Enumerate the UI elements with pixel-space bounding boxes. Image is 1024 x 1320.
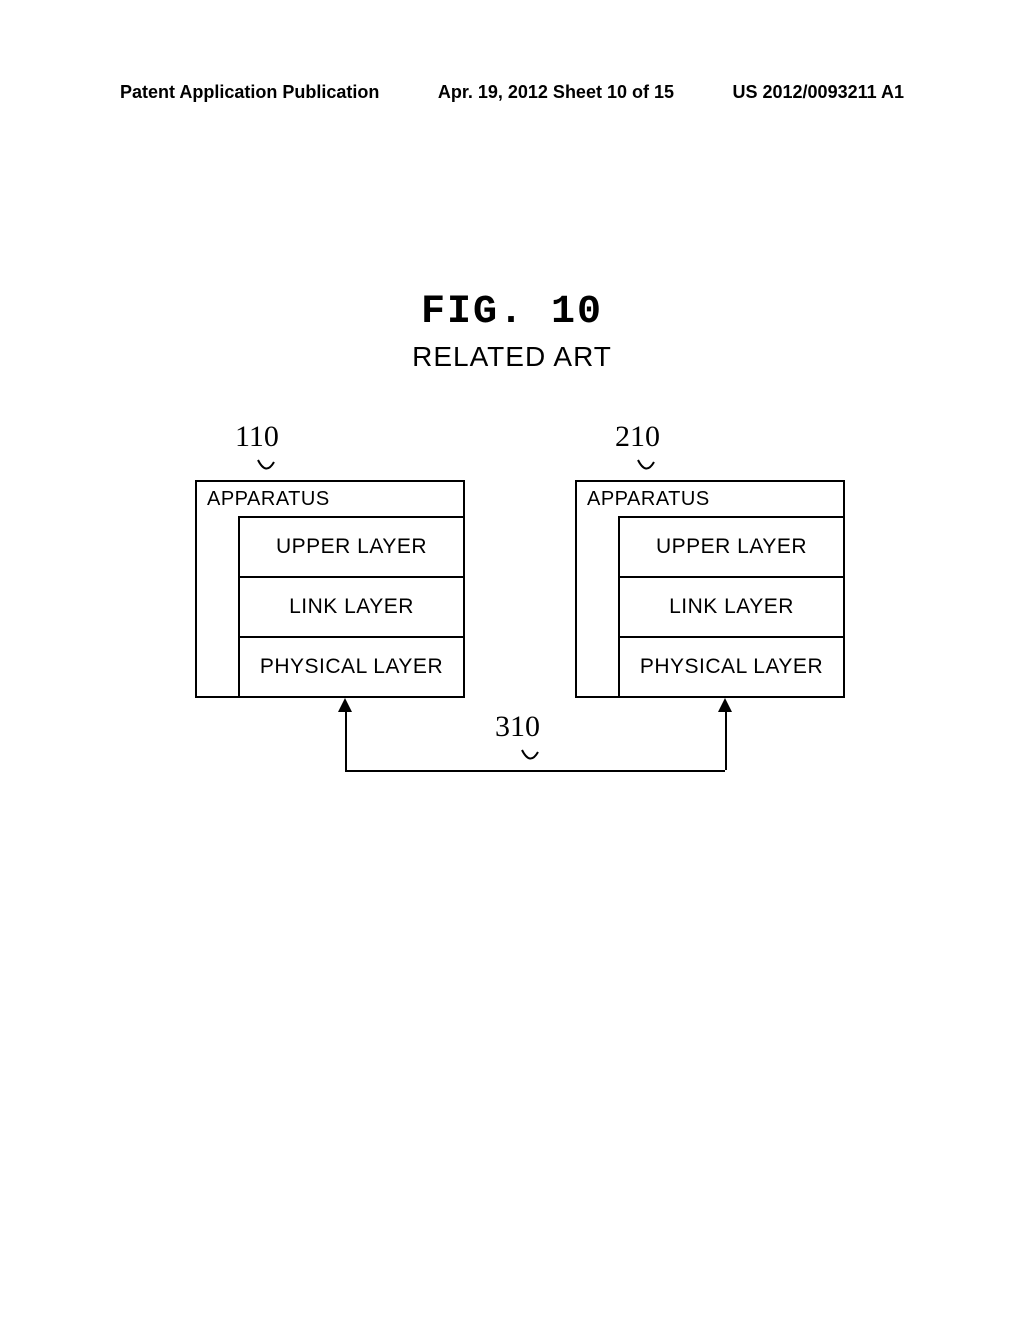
apparatus-210-upper-layer: UPPER LAYER bbox=[618, 516, 843, 576]
connector-v-right bbox=[725, 712, 727, 770]
header-publication-label: Patent Application Publication bbox=[120, 82, 379, 103]
arrow-head-right bbox=[718, 698, 732, 712]
apparatus-110-link-layer: LINK LAYER bbox=[238, 576, 463, 636]
reference-110: 110 bbox=[235, 420, 279, 454]
header-patent-number: US 2012/0093211 A1 bbox=[733, 82, 904, 103]
figure-number: FIG. 10 bbox=[0, 290, 1024, 335]
figure-subtitle: RELATED ART bbox=[0, 341, 1024, 373]
reference-hook-310 bbox=[520, 748, 540, 768]
apparatus-110-physical-layer: PHYSICAL LAYER bbox=[238, 636, 463, 696]
apparatus-110: APPARATUS UPPER LAYER LINK LAYER PHYSICA… bbox=[195, 480, 465, 698]
apparatus-210-layers: UPPER LAYER LINK LAYER PHYSICAL LAYER bbox=[618, 516, 843, 696]
arrow-head-left bbox=[338, 698, 352, 712]
figure-title-block: FIG. 10 RELATED ART bbox=[0, 290, 1024, 373]
apparatus-210-physical-layer: PHYSICAL LAYER bbox=[618, 636, 843, 696]
reference-310: 310 bbox=[495, 710, 540, 744]
diagram-container: 110 210 APPARATUS UPPER LAYER LINK LAYER… bbox=[150, 420, 874, 840]
connector-v-left bbox=[345, 712, 347, 770]
apparatus-110-layers: UPPER LAYER LINK LAYER PHYSICAL LAYER bbox=[238, 516, 463, 696]
reference-hook-110 bbox=[256, 458, 276, 478]
apparatus-110-label: APPARATUS bbox=[197, 482, 463, 513]
apparatus-110-upper-layer: UPPER LAYER bbox=[238, 516, 463, 576]
connector-h bbox=[345, 770, 725, 772]
reference-hook-210 bbox=[636, 458, 656, 478]
apparatus-210-link-layer: LINK LAYER bbox=[618, 576, 843, 636]
reference-210: 210 bbox=[615, 420, 660, 454]
apparatus-210: APPARATUS UPPER LAYER LINK LAYER PHYSICA… bbox=[575, 480, 845, 698]
apparatus-210-label: APPARATUS bbox=[577, 482, 843, 513]
page-header: Patent Application Publication Apr. 19, … bbox=[0, 82, 1024, 103]
header-date-sheet: Apr. 19, 2012 Sheet 10 of 15 bbox=[438, 82, 674, 103]
